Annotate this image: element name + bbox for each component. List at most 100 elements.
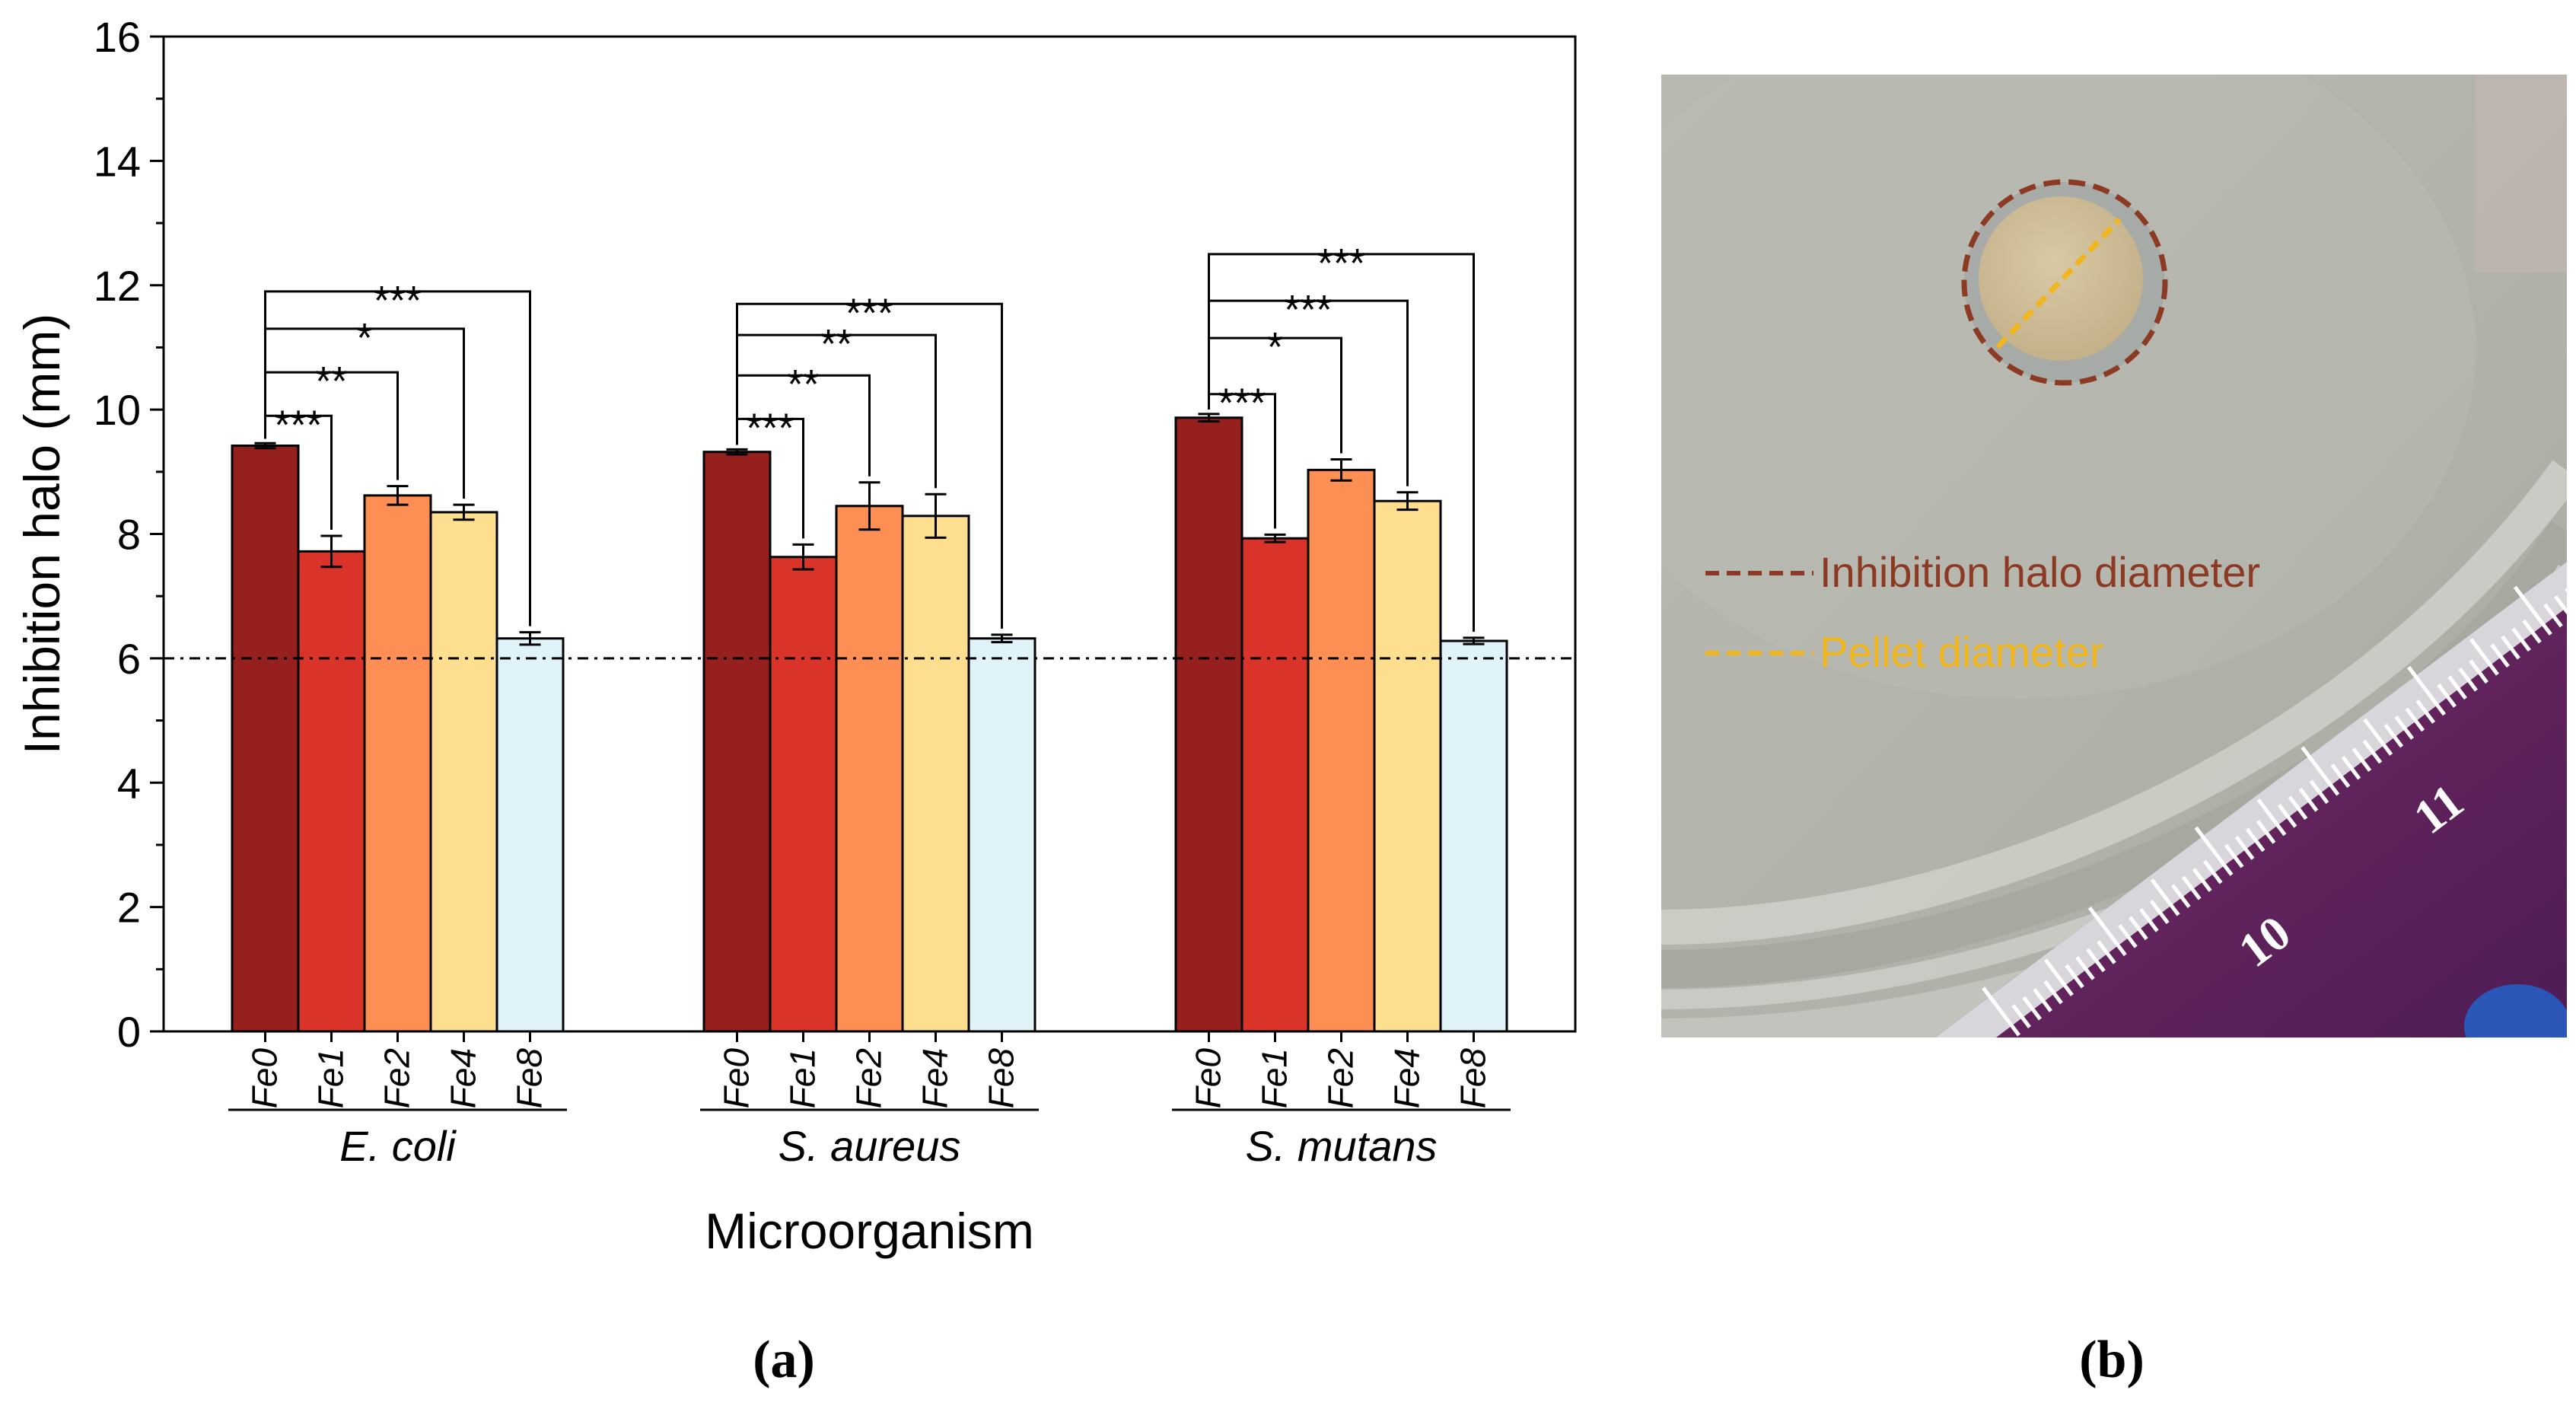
bar-1-fe8	[967, 637, 1036, 1033]
ruler-tick	[2298, 787, 2319, 812]
bar-0-fe4	[429, 511, 498, 1033]
bar-0-fe8	[495, 637, 565, 1033]
bar-0-fe2	[363, 494, 432, 1033]
ruler-blue-mark	[2464, 984, 2567, 1037]
ruler-tick	[2301, 746, 2340, 796]
ruler-tick	[2437, 683, 2457, 708]
y-axis-label: Inhibition halo (mm)	[14, 314, 70, 755]
agar-plate-photo: 10 11 Inhibition halo diameter Pellet di…	[1661, 75, 2567, 1037]
bar-chart: 0 2 4 6 8 10 12 14 16 Inhibition halo (mm) Fe0 Fe1 F…	[14, 13, 1577, 1259]
ruler-tick	[2118, 923, 2138, 948]
ruler-tick	[2501, 635, 2520, 660]
significance-label: ***	[374, 278, 422, 324]
ruler-tick	[2022, 996, 2042, 1021]
y-tick-label: 16	[94, 13, 141, 61]
x-tick-label: Fe1	[311, 1048, 351, 1108]
bar-0-fe0	[231, 445, 300, 1033]
ruler-tick	[2234, 836, 2255, 860]
ruler-tick	[2277, 803, 2297, 828]
ruler-tick	[2309, 779, 2329, 805]
bar-2-fe8	[1439, 639, 1508, 1033]
significance-label: ***	[1284, 287, 1332, 333]
ruler-tick	[2150, 900, 2170, 925]
ruler-tick	[2405, 707, 2425, 732]
x-tick-label: Fe4	[1387, 1048, 1427, 1108]
ruler-tick	[2469, 638, 2499, 676]
y-tick-label: 4	[117, 759, 141, 807]
ruler-tick	[2407, 665, 2447, 716]
halo-diameter-circle	[1961, 179, 2168, 386]
x-tick-label: Fe4	[444, 1048, 483, 1108]
significance-label: **	[787, 362, 819, 407]
ruler-tick	[2256, 819, 2276, 844]
y-tick-label: 2	[117, 884, 141, 932]
ruler-tick	[2363, 718, 2393, 756]
bar-2-fe1	[1240, 537, 1310, 1033]
y-tick-label: 0	[117, 1008, 141, 1056]
x-tick-label: Fe1	[1255, 1048, 1294, 1108]
ruler-tick	[2330, 763, 2351, 789]
ruler-tick	[2086, 948, 2106, 973]
ruler-tick	[2245, 827, 2266, 853]
ruler-tick	[2341, 755, 2361, 780]
significance-label: *	[356, 315, 372, 361]
ruler-tick	[2043, 980, 2063, 1005]
x-tick-label: Fe2	[849, 1048, 889, 1108]
ruler-tick	[2513, 585, 2552, 636]
ruler-tick	[2511, 627, 2531, 652]
significance-label: *	[1267, 324, 1283, 370]
ruler-tick	[2181, 875, 2202, 900]
y-tick-label: 10	[94, 386, 141, 434]
bar-1-fe0	[702, 451, 772, 1033]
significance-label: ***	[1317, 241, 1365, 286]
ruler-tick	[2170, 884, 2191, 908]
bar-0-fe1	[297, 550, 366, 1033]
pellet	[1979, 196, 2143, 361]
y-tick-label: 14	[94, 137, 141, 185]
ruler-tick	[2087, 906, 2127, 957]
significance-label: ***	[274, 402, 322, 448]
x-tick-label: Fe1	[783, 1048, 823, 1108]
bar-1-fe1	[769, 556, 838, 1033]
legend-halo-label: Inhibition halo diameter	[1820, 548, 2260, 596]
bar-2-fe4	[1373, 499, 1442, 1033]
significance-label: ***	[746, 405, 794, 451]
bar-2-fe2	[1307, 468, 1376, 1033]
significance-bracket	[736, 302, 1003, 629]
ruler-tick	[2192, 868, 2212, 892]
ruler-tick	[2415, 700, 2436, 724]
bar-1-fe2	[835, 505, 904, 1033]
significance-label: **	[820, 321, 852, 367]
x-tick-label: Fe0	[245, 1048, 285, 1109]
pellet-diameter-line	[1995, 217, 2122, 349]
ruler-tick	[2224, 843, 2244, 869]
ruler-tick	[2065, 964, 2084, 989]
ruler-tick	[2383, 723, 2404, 748]
ruler-tick	[2033, 988, 2052, 1012]
significance-label: ***	[1218, 381, 1266, 426]
y-tick-label: 12	[94, 262, 141, 310]
panel-label-a: (a)	[753, 1331, 815, 1389]
ruler-tick	[2490, 643, 2510, 668]
ruler-tick	[2554, 595, 2567, 615]
x-tick-label: Fe0	[1189, 1048, 1228, 1109]
x-tick-label: Fe2	[1321, 1048, 1361, 1108]
legend-pellet-label: Pellet diameter	[1820, 628, 2104, 676]
y-tick-label: 6	[117, 635, 141, 683]
x-tick-label: Fe8	[982, 1048, 1021, 1109]
significance-bracket	[264, 290, 531, 626]
ruler-ticks	[1982, 585, 2567, 1037]
group-label: E. coli	[339, 1122, 457, 1170]
ruler-tick	[2458, 667, 2478, 692]
ruler-tick	[2139, 907, 2159, 932]
ruler-tick	[2394, 716, 2415, 740]
photo-legend: Inhibition halo diameter Pellet diameter	[1705, 548, 2260, 676]
ruler-tick	[2256, 798, 2287, 837]
ruler-tick	[2011, 1004, 2031, 1028]
ruler-tick	[1982, 986, 2020, 1037]
ruler-tick	[2202, 859, 2223, 884]
significance-label: **	[315, 359, 347, 404]
ruler-tick	[2075, 956, 2095, 980]
panel-label-b: (b)	[2079, 1331, 2145, 1389]
